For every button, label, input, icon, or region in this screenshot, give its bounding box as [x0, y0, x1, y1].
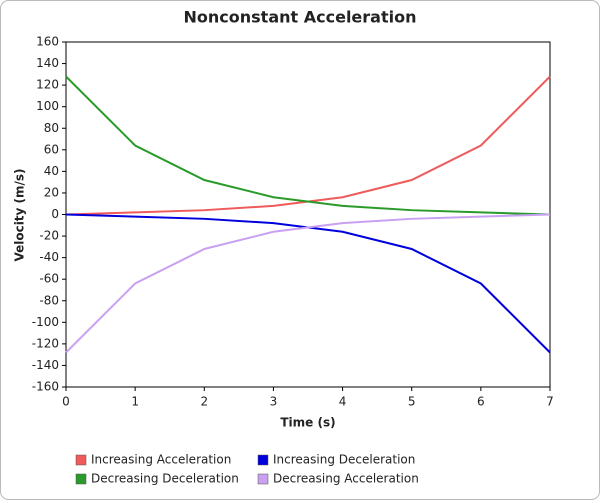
y-tick-label: -20: [39, 229, 59, 243]
y-tick-label: -100: [32, 315, 59, 329]
y-tick-label: -80: [39, 293, 59, 307]
y-tick-label: -140: [32, 358, 59, 372]
y-tick-label: -160: [32, 380, 59, 394]
legend-swatch: [75, 473, 87, 485]
legend-swatch: [257, 473, 269, 485]
series-line: [65, 213, 551, 354]
y-tick-label: 120: [36, 78, 59, 92]
legend-swatch: [75, 454, 87, 466]
y-tick-label: 160: [36, 35, 59, 49]
series-line: [65, 75, 551, 216]
x-axis-title: Time (s): [280, 416, 335, 430]
legend-label: Increasing Acceleration: [91, 453, 231, 467]
legend-swatch: [257, 454, 269, 466]
x-tick-label: 4: [339, 395, 347, 409]
legend-label: Decreasing Acceleration: [273, 472, 419, 486]
y-axis-title: Velocity (m/s): [13, 168, 27, 261]
x-tick-label: 2: [200, 395, 208, 409]
y-tick-label: 100: [36, 99, 59, 113]
x-tick-label: 1: [131, 395, 139, 409]
chart-title: Nonconstant Acceleration: [184, 8, 417, 27]
y-tick-label: 80: [44, 121, 59, 135]
y-tick-label: -60: [39, 272, 59, 286]
x-tick-label: 3: [270, 395, 278, 409]
legend-label: Decreasing Deceleration: [91, 472, 239, 486]
x-tick-label: 0: [62, 395, 70, 409]
y-tick-label: 0: [51, 207, 59, 221]
y-tick-label: 40: [44, 164, 59, 178]
y-tick-label: 60: [44, 142, 59, 156]
legend-label: Increasing Deceleration: [273, 453, 415, 467]
y-tick-label: -40: [39, 250, 59, 264]
y-tick-label: 20: [44, 185, 59, 199]
x-tick-label: 7: [546, 395, 554, 409]
x-tick-label: 5: [408, 395, 416, 409]
y-tick-label: -120: [32, 336, 59, 350]
x-tick-label: 6: [477, 395, 485, 409]
y-tick-label: 140: [36, 56, 59, 70]
